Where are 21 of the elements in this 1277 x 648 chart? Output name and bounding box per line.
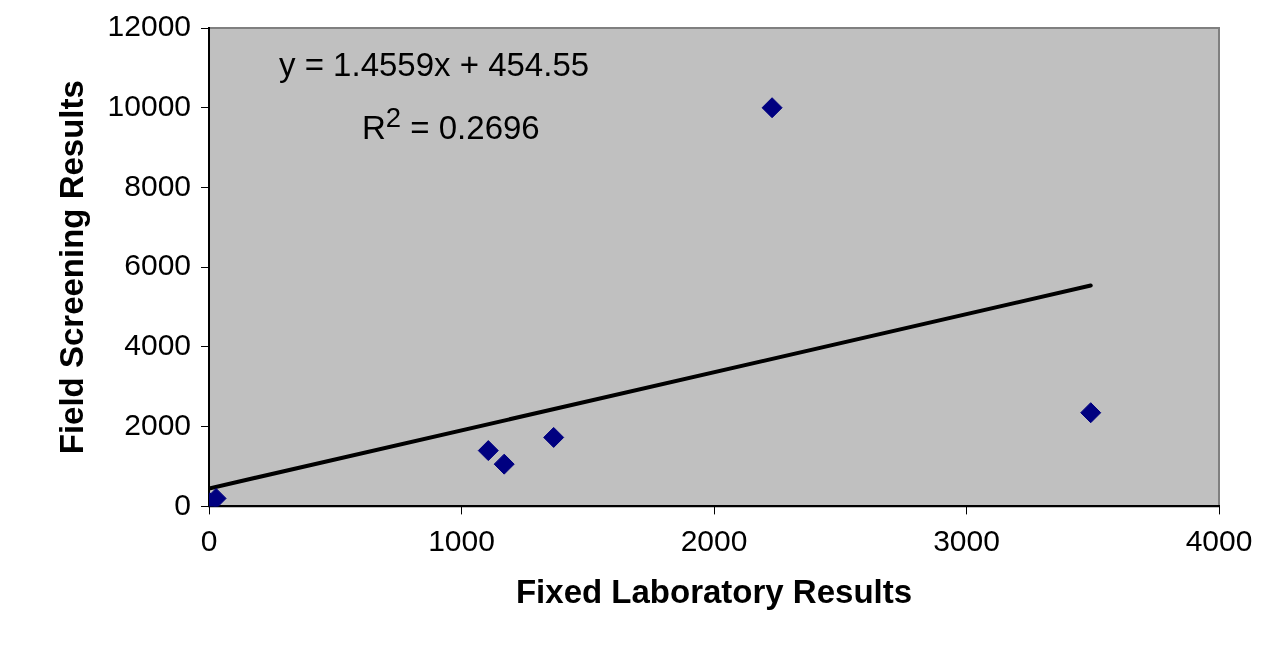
y-tick-label: 8000 (124, 168, 192, 202)
x-tick-label: 2000 (680, 523, 748, 557)
x-tick-label: 4000 (1185, 523, 1253, 557)
annotation: R$^{2}$ = 0.2696 (362, 102, 540, 147)
x-tick-label: 3000 (933, 523, 1000, 557)
y-tick-label: 4000 (124, 328, 192, 362)
x-axis-title: Fixed Laboratory Results (515, 573, 913, 611)
y-tick-label: 10000 (107, 89, 192, 122)
point (493, 453, 515, 475)
point (1080, 402, 1102, 424)
point (477, 440, 499, 462)
point (543, 426, 565, 448)
x-tick-label: 1000 (428, 523, 495, 557)
y-tick-label: 6000 (124, 248, 192, 282)
annotation: y = 1.4559x + 454.55 (279, 46, 590, 84)
y-tick-label: 0 (174, 487, 192, 521)
x-tick-label: 0 (200, 523, 218, 557)
y-tick-label: 2000 (124, 407, 192, 441)
y-tick-label: 12000 (107, 9, 192, 43)
point (761, 97, 783, 119)
y-axis-title: Field Screening Results (52, 80, 90, 455)
